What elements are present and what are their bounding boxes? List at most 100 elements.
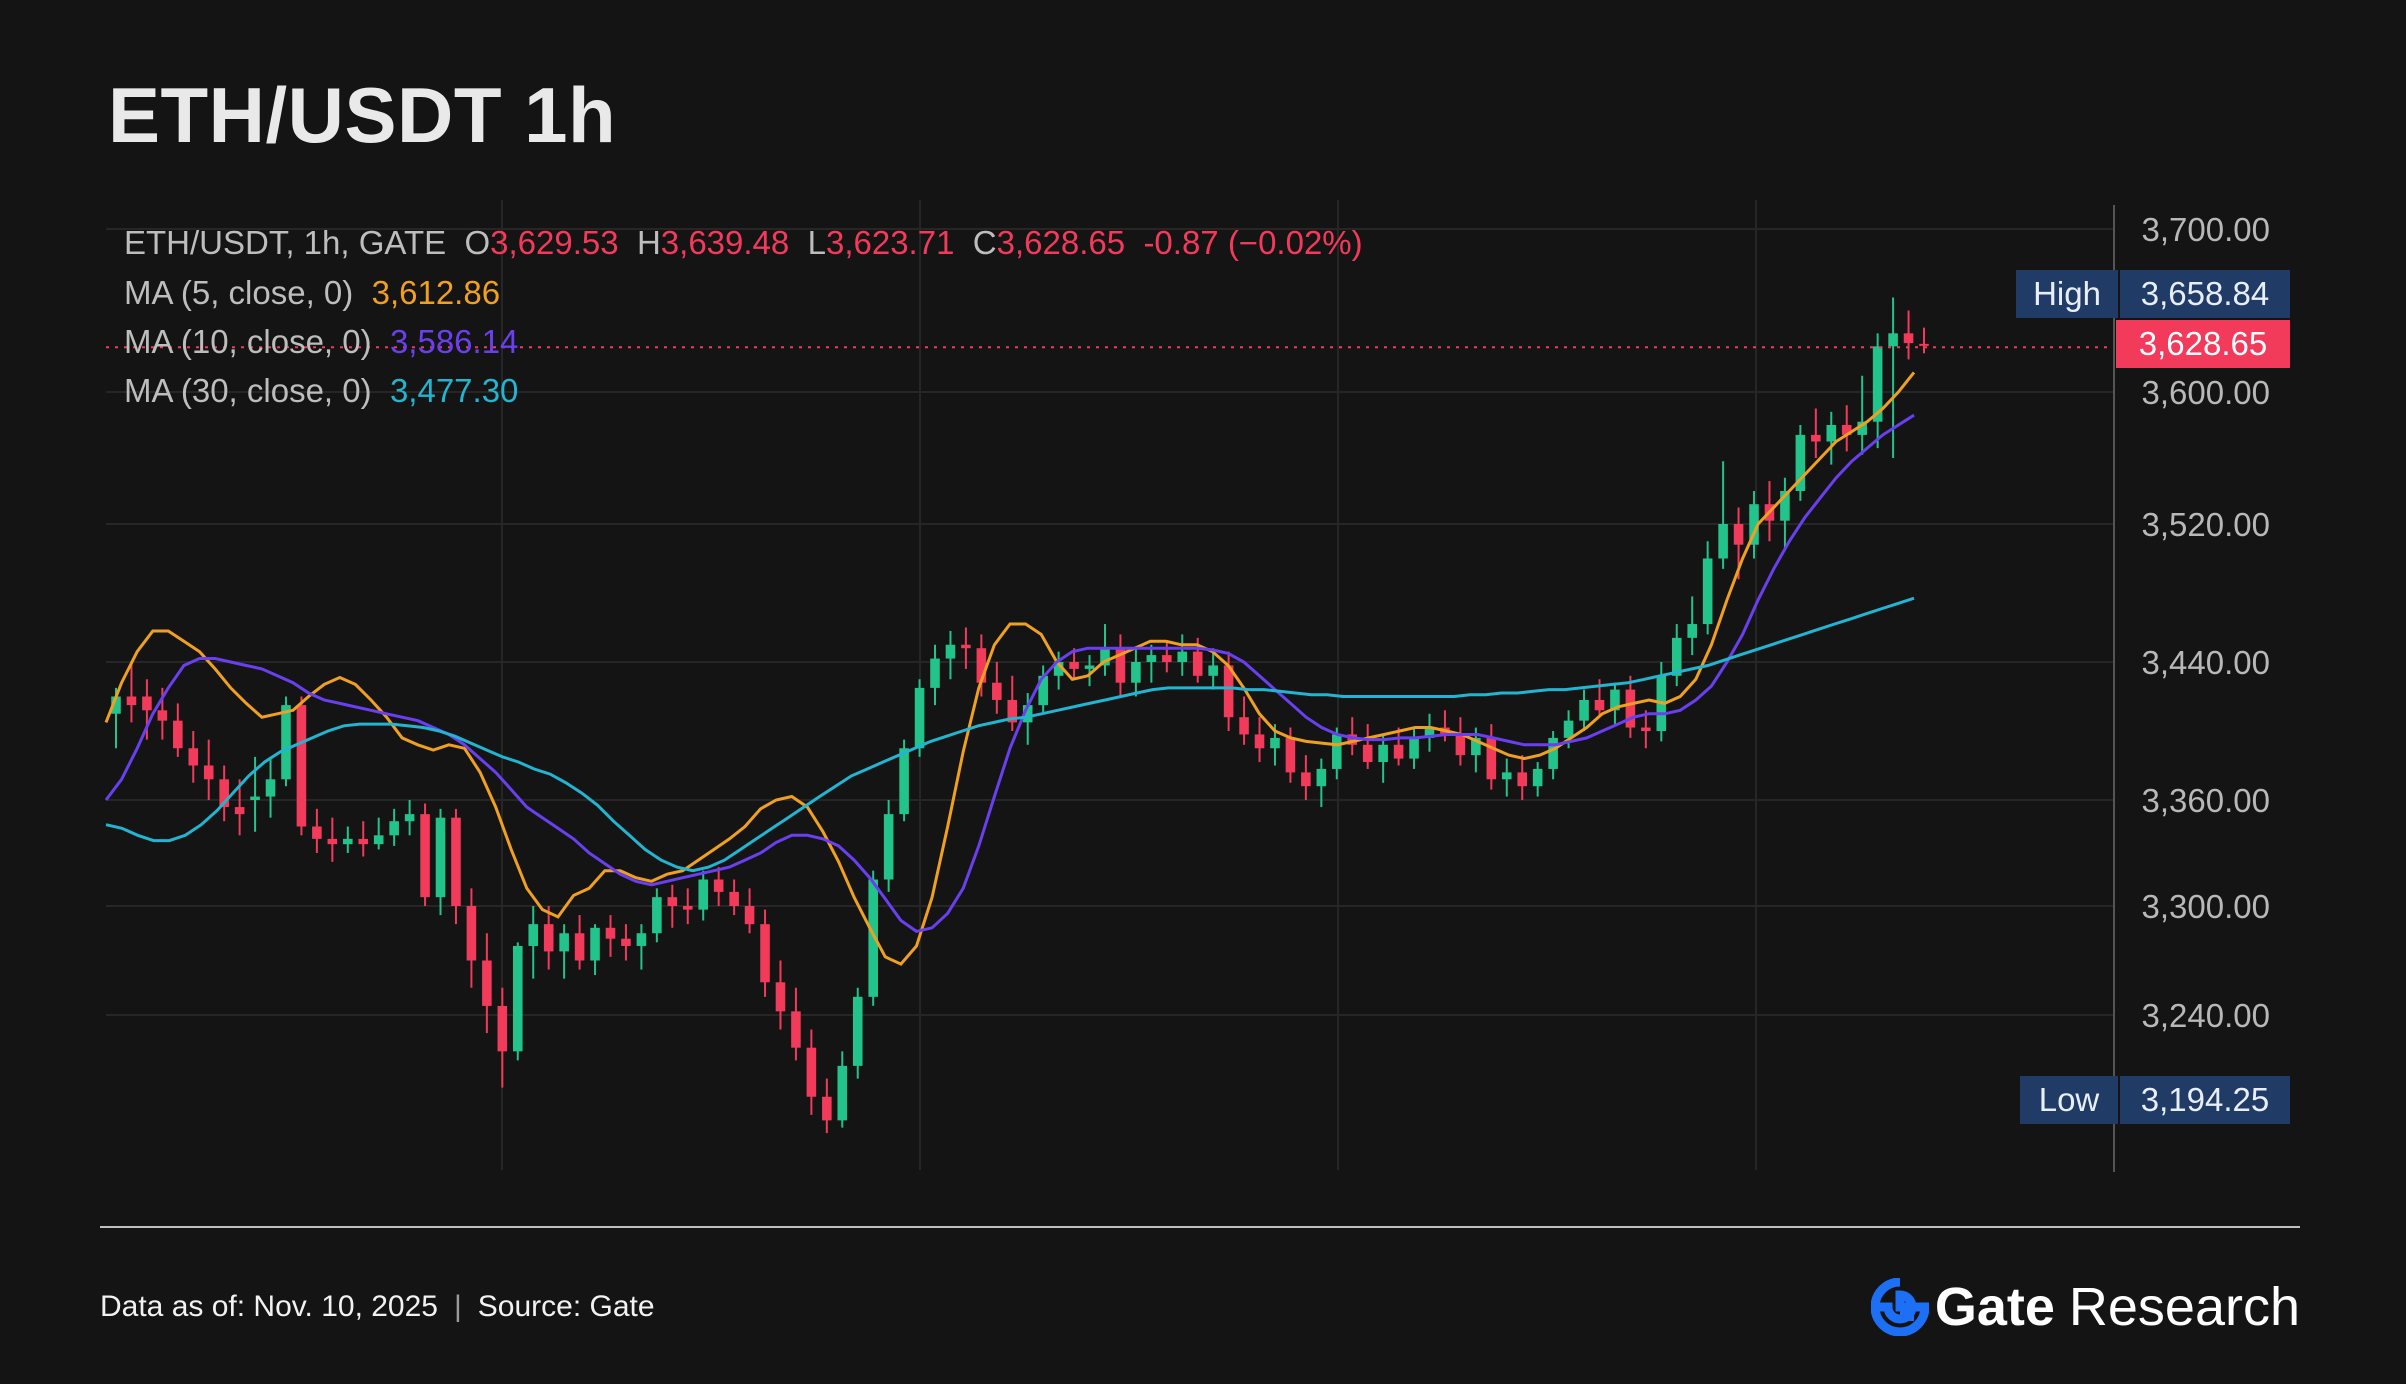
open-label: O (464, 224, 491, 261)
candle-body (1362, 744, 1373, 763)
candle (1053, 651, 1064, 690)
candle-body (157, 710, 168, 721)
candle (574, 915, 585, 970)
candle-body (451, 817, 461, 906)
candle-body (312, 826, 322, 839)
candle (652, 888, 662, 943)
candle-body (1455, 734, 1466, 756)
candle (1919, 327, 1929, 354)
candle-body (1733, 524, 1744, 545)
candle (1115, 634, 1126, 697)
candle-body (1285, 737, 1296, 773)
candle-body (1331, 734, 1342, 769)
candle (621, 924, 631, 961)
candle (1424, 713, 1435, 752)
candle (327, 817, 338, 862)
candle-body (1563, 720, 1574, 738)
candle-body (1718, 524, 1728, 559)
candle-body (652, 897, 662, 934)
grid (106, 200, 2114, 1170)
high-tag-value: 3,658.84 (2118, 270, 2290, 318)
candle (1641, 710, 1651, 749)
last-price-tag: 3,628.65 (2116, 320, 2290, 368)
candle-body (142, 696, 152, 711)
candle-body (1532, 768, 1543, 787)
symbol-text: ETH/USDT, 1h, GATE (124, 224, 447, 261)
candle (466, 888, 477, 988)
candle-body (744, 906, 755, 925)
candle (1362, 724, 1373, 769)
candle (420, 803, 430, 906)
candle-body (1826, 425, 1837, 442)
candle-body (667, 897, 678, 906)
candle (1440, 710, 1450, 742)
candle-body (1053, 662, 1064, 676)
candle-body (512, 945, 523, 1052)
candle-body (930, 658, 940, 688)
candle-body (574, 933, 585, 961)
candle-body (1594, 699, 1605, 711)
candle-body (219, 779, 229, 808)
candle (173, 703, 183, 757)
candle-body (126, 696, 137, 706)
footer-divider (100, 1226, 2300, 1228)
candle (744, 888, 755, 934)
candle (760, 909, 770, 997)
gate-research-logo: Gate Research (1870, 1272, 2300, 1342)
candle (1780, 477, 1790, 549)
candle-body (1872, 346, 1883, 422)
open-value: 3,629.53 (490, 224, 619, 261)
high-value: 3,639.48 (660, 224, 790, 261)
high-tag-label: High (2016, 270, 2118, 318)
candle-body (1115, 648, 1126, 683)
candle-body (389, 821, 399, 836)
ma-line-30 (105, 596, 1915, 873)
source-label: Source: (477, 1290, 582, 1323)
candle-body (1316, 768, 1327, 787)
candle-body (1610, 689, 1620, 711)
candle (667, 884, 678, 928)
candle (1826, 411, 1837, 465)
candle (822, 1078, 832, 1134)
candle (636, 924, 647, 970)
candle (1532, 762, 1543, 797)
candle-body (1409, 737, 1419, 759)
close-value: 3,628.65 (996, 224, 1126, 261)
candle (1702, 541, 1713, 635)
candle-body (1625, 689, 1636, 728)
candle (358, 821, 369, 857)
candle-body (188, 748, 199, 766)
candle-body (1301, 772, 1311, 787)
price-axis[interactable]: 3,240.00 3,300.00 3,360.00 3,440.00 3,520.00… (2113, 205, 2270, 1172)
candle (1872, 333, 1883, 449)
low-label: L (807, 224, 826, 261)
candle (312, 808, 322, 853)
candle (1718, 461, 1728, 569)
candle (1069, 648, 1079, 680)
candle (389, 808, 399, 846)
y-tick-label: 3,440.00 (2142, 644, 2270, 681)
candle-body (883, 814, 894, 880)
candle-body (1749, 504, 1759, 545)
candle-body (605, 927, 616, 939)
candle (404, 800, 415, 836)
chart-title: ETH/USDT 1h (108, 71, 617, 159)
candle-body (1548, 737, 1558, 769)
candle-body (1393, 744, 1404, 759)
candle-body (1084, 665, 1095, 669)
candle (296, 696, 307, 836)
candle-body (358, 838, 369, 845)
candle (868, 870, 878, 1006)
brand-name: Gate (1934, 1277, 2055, 1337)
footer-info: Data as of: Nov. 10, 2025 | Source: Gate (100, 1290, 655, 1324)
brand-sub: Research (2068, 1277, 2300, 1337)
candle (1501, 758, 1512, 797)
candle-body (1223, 665, 1234, 718)
y-tick-label: 3,360.00 (2142, 782, 2270, 819)
candle-body (1919, 343, 1929, 346)
candle (219, 765, 229, 822)
low-tag-value: 3,194.25 (2118, 1076, 2290, 1124)
candle (775, 960, 786, 1030)
candle-body (203, 765, 214, 780)
